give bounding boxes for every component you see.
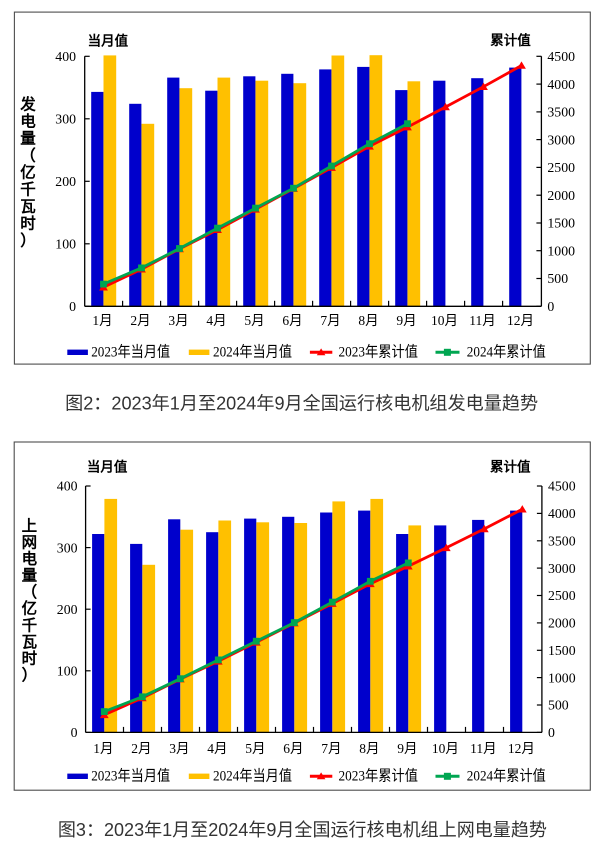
svg-text:累计值: 累计值	[490, 32, 531, 48]
svg-text:500: 500	[548, 698, 569, 713]
svg-text:千: 千	[22, 616, 38, 634]
svg-text:9月: 9月	[396, 313, 416, 328]
svg-text:4500: 4500	[548, 479, 576, 494]
svg-text:1000: 1000	[547, 243, 575, 258]
svg-text:2024年当月值: 2024年当月值	[213, 768, 292, 785]
svg-text:时: 时	[20, 215, 36, 233]
svg-text:（: （	[20, 146, 36, 164]
svg-text:2024年累计值: 2024年累计值	[467, 768, 546, 785]
svg-text:1500: 1500	[547, 216, 575, 231]
svg-text:（: （	[22, 583, 38, 601]
svg-text:2月: 2月	[130, 313, 150, 328]
svg-text:0: 0	[548, 725, 555, 740]
svg-text:3000: 3000	[547, 132, 575, 147]
svg-text:当月值: 当月值	[87, 459, 128, 475]
svg-text:2000: 2000	[548, 616, 576, 631]
svg-text:4月: 4月	[206, 313, 226, 328]
svg-text:2023年累计值: 2023年累计值	[339, 768, 419, 785]
svg-text:4500: 4500	[547, 49, 575, 64]
svg-text:1500: 1500	[548, 643, 576, 658]
svg-text:4月: 4月	[207, 741, 227, 756]
svg-text:500: 500	[547, 271, 568, 286]
svg-text:200: 200	[57, 602, 78, 617]
svg-text:）: ）	[22, 666, 38, 684]
svg-text:2023年累计值: 2023年累计值	[339, 344, 419, 361]
svg-text:千: 千	[20, 181, 36, 199]
svg-text:6月: 6月	[282, 313, 302, 328]
svg-text:3月: 3月	[168, 313, 188, 328]
svg-text:量: 量	[20, 129, 36, 147]
svg-text:10月: 10月	[431, 313, 458, 328]
svg-text:1月: 1月	[92, 313, 112, 328]
svg-text:4000: 4000	[548, 506, 576, 521]
svg-text:3月: 3月	[169, 741, 189, 756]
svg-text:2000: 2000	[547, 188, 575, 203]
svg-text:12月: 12月	[507, 313, 534, 328]
svg-text:8月: 8月	[358, 313, 378, 328]
svg-text:11月: 11月	[470, 741, 497, 756]
svg-text:图3：2023年1月至2024年9月全国运行核电机组上网电量: 图3：2023年1月至2024年9月全国运行核电机组上网电量趋势	[58, 820, 547, 840]
svg-text:3000: 3000	[548, 561, 576, 576]
svg-text:7月: 7月	[321, 741, 341, 756]
svg-text:300: 300	[55, 112, 76, 127]
svg-text:100: 100	[55, 237, 76, 252]
svg-text:电: 电	[20, 111, 36, 130]
svg-text:2500: 2500	[548, 588, 576, 603]
svg-text:瓦: 瓦	[20, 198, 36, 216]
svg-text:电: 电	[22, 549, 38, 568]
svg-text:5月: 5月	[244, 313, 264, 328]
svg-text:2500: 2500	[547, 160, 575, 175]
svg-text:11月: 11月	[469, 313, 496, 328]
svg-text:量: 量	[22, 567, 38, 585]
svg-text:2月: 2月	[131, 741, 151, 756]
svg-text:8月: 8月	[359, 741, 379, 756]
svg-text:4000: 4000	[547, 77, 575, 92]
svg-text:300: 300	[57, 540, 78, 555]
svg-text:时: 时	[22, 649, 38, 667]
svg-text:400: 400	[57, 479, 78, 494]
svg-text:0: 0	[69, 299, 76, 314]
svg-text:6月: 6月	[283, 741, 303, 756]
svg-text:上: 上	[22, 517, 38, 535]
svg-text:400: 400	[55, 49, 76, 64]
svg-text:5月: 5月	[245, 741, 265, 756]
svg-text:2023年当月值: 2023年当月值	[91, 344, 170, 361]
svg-text:1月: 1月	[93, 741, 113, 756]
svg-text:发: 发	[19, 94, 36, 113]
svg-text:10月: 10月	[432, 741, 459, 756]
svg-text:瓦: 瓦	[22, 633, 38, 651]
svg-text:当月值: 当月值	[88, 32, 129, 48]
svg-text:1000: 1000	[548, 670, 576, 685]
svg-text:图2：2023年1月至2024年9月全国运行核电机组发电量趋: 图2：2023年1月至2024年9月全国运行核电机组发电量趋势	[65, 393, 538, 413]
svg-text:100: 100	[57, 664, 78, 679]
svg-text:累计值: 累计值	[490, 458, 531, 474]
svg-text:网: 网	[22, 534, 38, 552]
svg-text:200: 200	[55, 174, 76, 189]
svg-text:3500: 3500	[548, 534, 576, 549]
svg-text:2023年当月值: 2023年当月值	[91, 768, 170, 785]
svg-text:12月: 12月	[508, 741, 535, 756]
svg-text:亿: 亿	[20, 162, 36, 181]
svg-text:0: 0	[547, 299, 554, 314]
svg-text:7月: 7月	[320, 313, 340, 328]
svg-text:9月: 9月	[397, 741, 417, 756]
svg-text:0: 0	[71, 725, 78, 740]
svg-text:亿: 亿	[22, 599, 38, 618]
svg-text:2024年累计值: 2024年累计值	[467, 344, 546, 361]
svg-text:）: ）	[20, 232, 36, 250]
svg-text:3500: 3500	[547, 105, 575, 120]
svg-text:2024年当月值: 2024年当月值	[213, 344, 292, 361]
